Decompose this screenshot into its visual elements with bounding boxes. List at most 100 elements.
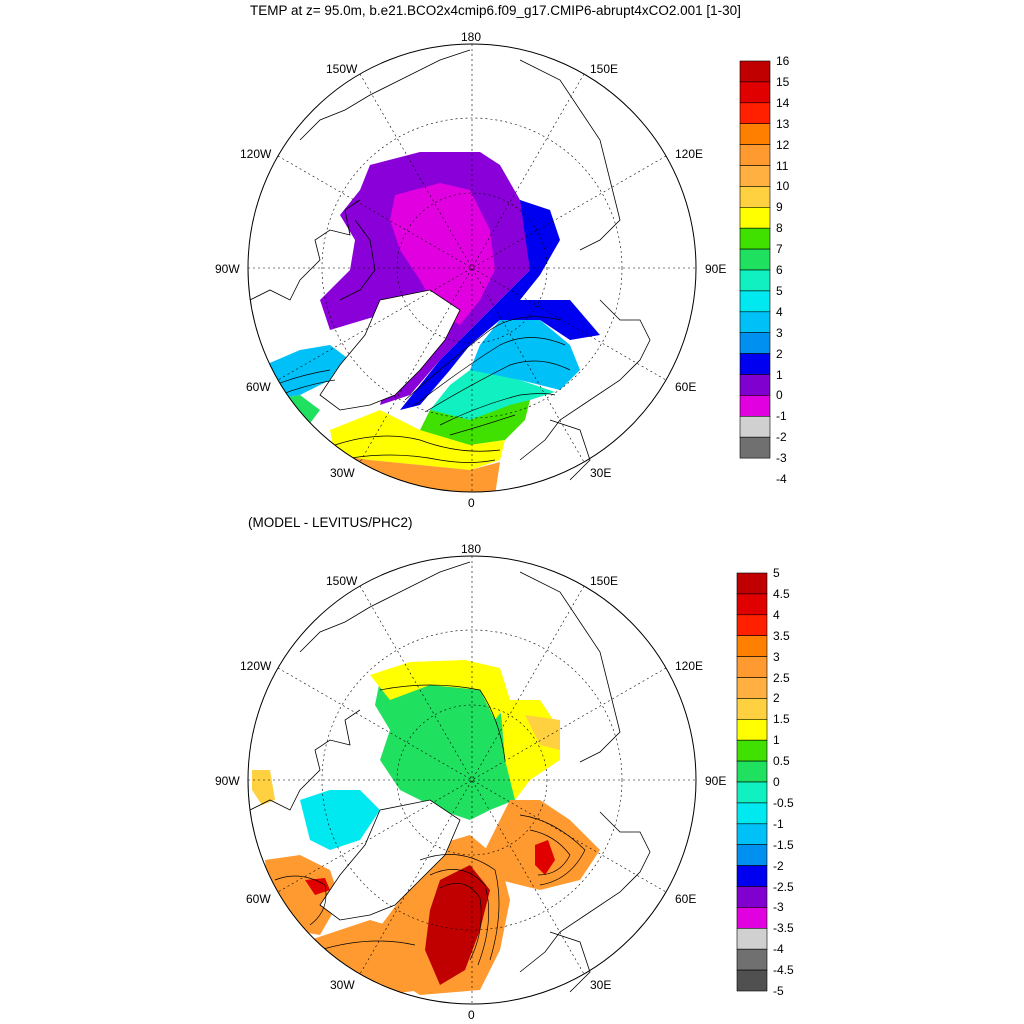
colorbar-swatch [736, 635, 768, 657]
colorbar-label: -5 [773, 984, 784, 998]
colorbar-swatch [739, 290, 771, 313]
arctic-core-magenta [390, 183, 495, 325]
lon-label-120e: 120E [675, 659, 704, 673]
lon-label-150e: 150E [590, 62, 619, 76]
colorbar-swatch [736, 760, 768, 783]
colorbar-label: -3 [776, 451, 787, 466]
colorbar-label: 16 [776, 54, 790, 68]
graticule-1 [248, 44, 696, 492]
colorbar-label: -1 [776, 409, 787, 424]
colorbar-label: -2.5 [773, 879, 794, 894]
barents-cyan [470, 320, 580, 390]
colorbar-swatch [739, 269, 771, 292]
colorbar-label: 12 [776, 137, 790, 152]
difference-subtitle: (MODEL - LEVITUS/PHC2) [248, 515, 413, 530]
greenland [319, 289, 461, 411]
lon-label-0: 0 [468, 1008, 475, 1022]
colorbar-label: -4 [776, 472, 787, 486]
colorbar-label: 2.5 [773, 670, 790, 685]
colorbar-swatch [739, 165, 771, 187]
baffin-cyan [300, 790, 380, 850]
colorbar-swatch [736, 948, 768, 971]
colorbar-swatch [736, 656, 768, 678]
colorbar-swatch [739, 227, 771, 250]
nordic-green [420, 400, 530, 445]
colorbar-label: 5 [776, 283, 783, 298]
colorbar-swatch [736, 969, 768, 992]
colorbar-label: -4.5 [773, 963, 794, 978]
siberian-blue-band [400, 200, 600, 410]
colorbar-swatch [736, 781, 768, 804]
diff-contours [274, 684, 586, 966]
arctic-basin-green [375, 662, 515, 820]
colorbar-label: 0 [773, 775, 780, 789]
arctic-yellow-rim [370, 660, 510, 720]
labrador-gradient [265, 345, 350, 400]
colorbar-label: 3.5 [773, 628, 790, 643]
lon-label-120w: 120W [240, 147, 272, 161]
map-difference-fields [252, 660, 600, 1000]
colorbar-swatch [739, 311, 771, 333]
colorbar-label: -1 [773, 816, 784, 831]
colorbar-label: 2 [776, 346, 783, 361]
colorbar-label: 3 [773, 649, 780, 664]
colorbar-swatch [736, 927, 768, 950]
colorbar-temp [739, 60, 771, 459]
coastlines-2 [249, 561, 651, 993]
lon-label-150e: 150E [590, 574, 619, 588]
lon-label-30w: 30W [330, 978, 355, 992]
lon-label-30e: 30E [590, 978, 612, 992]
colorbar-label: 10 [776, 179, 790, 194]
colorbar-swatch [736, 718, 768, 741]
colorbar-swatch [736, 739, 768, 762]
colorbar-swatch [736, 802, 768, 825]
colorbar-swatch [739, 60, 771, 83]
colorbar-swatch [736, 907, 768, 929]
lon-label-60e: 60E [675, 892, 697, 906]
coastlines-1 [249, 49, 651, 481]
colorbar-label: 5 [773, 566, 780, 580]
colorbar-swatch [739, 207, 771, 229]
colorbar-label: 1 [776, 367, 783, 382]
colorbar-label: -2 [773, 858, 784, 873]
lon-label-30e: 30E [590, 466, 612, 480]
colorbar-label: -1.5 [773, 837, 794, 852]
labrador-red-spot [305, 878, 330, 895]
colorbar-swatch [736, 572, 768, 595]
colorbar-swatch [739, 81, 771, 104]
colorbar-label: 11 [776, 158, 789, 173]
map-temp [247, 43, 697, 493]
colorbar-swatch [739, 374, 771, 396]
colorbar-label: 4 [773, 607, 780, 622]
lon-label-90w: 90W [215, 774, 240, 788]
colorbar-label: 0 [776, 388, 783, 403]
map-difference [247, 555, 697, 1005]
colorbar-swatch [739, 332, 771, 354]
colorbar-label: -2 [776, 430, 787, 445]
lon-label-60e: 60E [675, 380, 697, 394]
lon-label-120e: 120E [675, 147, 704, 161]
colorbar-swatch [736, 844, 768, 866]
colorbar-label: 1.5 [773, 712, 790, 727]
colorbar-swatch [736, 865, 768, 887]
lon-label-150w: 150W [326, 62, 358, 76]
colorbar-label: 9 [776, 200, 783, 215]
colorbar-swatch [739, 186, 771, 208]
colorbar-label: 14 [776, 95, 790, 110]
colorbar-swatch [739, 248, 771, 271]
colorbar-swatch [739, 123, 771, 145]
colorbar-label: 13 [776, 116, 790, 131]
colorbar-swatch [736, 677, 768, 699]
colorbar-swatch [736, 614, 768, 636]
map-temp-fields [265, 152, 600, 492]
hudson-yellow [252, 770, 275, 805]
colorbar-label: 2 [773, 691, 780, 706]
colorbar-label: 4.5 [773, 586, 790, 601]
colorbar-label: 4 [776, 304, 783, 319]
colorbar-label: 3 [776, 325, 783, 340]
colorbar-swatch [739, 102, 771, 125]
lon-label-60w: 60W [246, 892, 271, 906]
colorbar-swatch [739, 144, 771, 166]
nordic-yellow [330, 410, 505, 470]
lon-label-60w: 60W [246, 380, 271, 394]
